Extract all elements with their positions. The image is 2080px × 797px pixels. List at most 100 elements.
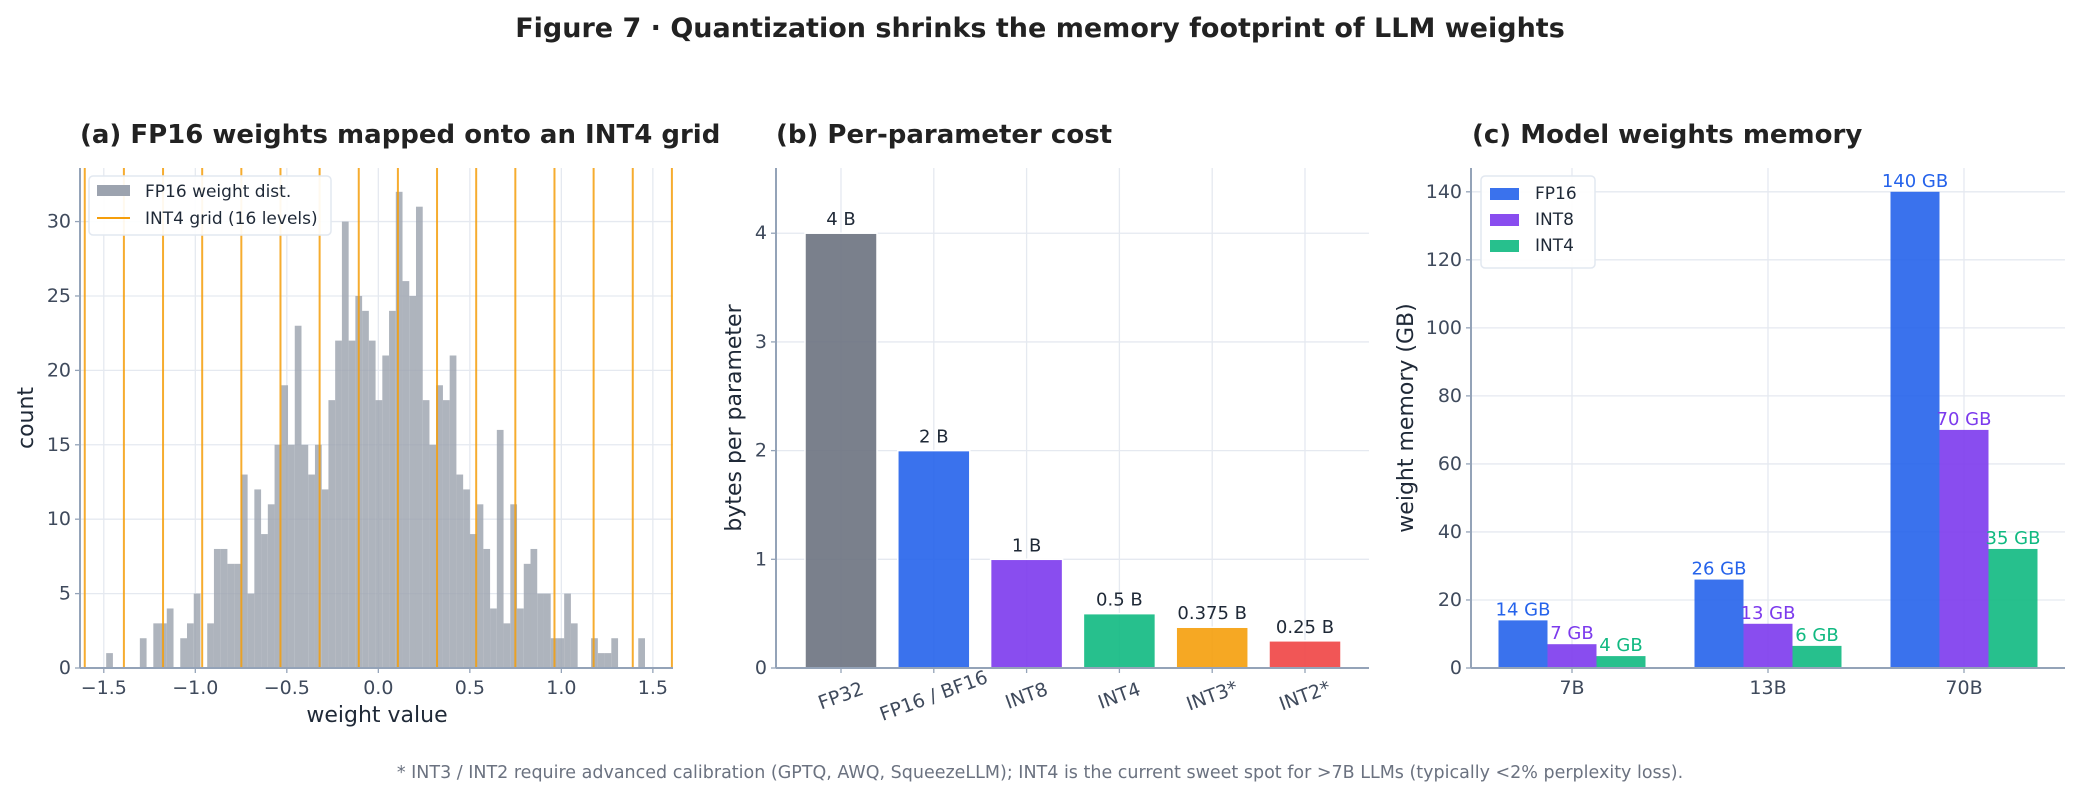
panel-a-legend: FP16 weight dist. INT4 grid (16 levels)	[88, 175, 332, 236]
panel-c-ytick-label: 140	[1426, 181, 1462, 203]
histogram-bar	[193, 593, 201, 668]
panel-a-xtick-label: 1.5	[638, 677, 668, 699]
panel-a-xtick-label: 0.5	[455, 677, 485, 699]
bar-value-label: 0.25 B	[1276, 617, 1334, 638]
histogram-bar	[362, 310, 369, 668]
histogram-bar	[389, 310, 396, 668]
panel-c-ytick-label: 60	[1438, 453, 1462, 475]
histogram-bar	[483, 548, 491, 668]
legend-swatch-int4	[1490, 240, 1519, 252]
histogram-bar	[429, 444, 437, 668]
histogram-bar	[234, 563, 241, 668]
bar-value-label: 4 B	[826, 209, 856, 230]
panel-c-xtick-label: 7B	[1559, 677, 1584, 699]
panel-a-xtick-label: 0.0	[363, 677, 393, 699]
histogram-bar	[207, 623, 214, 668]
legend-swatch-hist	[97, 185, 130, 196]
bar-value-label: 26 GB	[1692, 559, 1747, 580]
bar-value-label: 2 B	[919, 427, 949, 448]
panel-a-xtick-label: −1.0	[172, 677, 218, 699]
histogram-bar	[308, 474, 315, 668]
histogram-bar	[294, 325, 302, 668]
histogram-bar	[314, 444, 322, 668]
legend-label: INT4 grid (16 levels)	[145, 209, 318, 229]
histogram-bar	[469, 534, 477, 668]
histogram-bar	[321, 489, 329, 668]
bar-value-label: 7 GB	[1550, 623, 1593, 644]
panel-b-xtick-label: INT8	[1002, 678, 1050, 714]
bar-value-label: 0.5 B	[1096, 590, 1143, 611]
footnote: * INT3 / INT2 require advanced calibrati…	[397, 763, 1683, 783]
bar-value-label: 35 GB	[1986, 528, 2041, 549]
legend-swatch-int8	[1490, 214, 1519, 226]
legend-box	[88, 175, 332, 236]
bar-int4-13b	[1792, 645, 1842, 668]
histogram-bar	[180, 638, 187, 668]
histogram-bar	[213, 548, 221, 668]
histogram-bar	[564, 593, 571, 668]
panel-b-ytick-label: 2	[755, 440, 767, 462]
bar-int4	[1082, 612, 1157, 669]
bar-int8	[989, 558, 1064, 669]
panel-b-ylabel: bytes per parameter	[722, 303, 747, 531]
histogram-bar	[348, 340, 356, 668]
panel-c-xtick-label: 70B	[1945, 677, 1982, 699]
histogram-bar	[267, 504, 275, 668]
histogram-bar	[449, 355, 457, 668]
histogram-bar	[288, 444, 295, 668]
panel-b-xtick-label: INT4	[1095, 678, 1143, 714]
histogram-bar	[510, 504, 518, 668]
histogram-bar	[523, 563, 531, 668]
legend-label: INT4	[1535, 236, 1574, 256]
panel-c-ytick-label: 100	[1426, 317, 1462, 339]
bar-value-label: 140 GB	[1882, 171, 1948, 192]
panel-b-xtick-label: FP32	[815, 678, 866, 715]
bar-value-label: 6 GB	[1795, 625, 1838, 646]
panel-c-title: (c) Model weights memory	[1472, 120, 1862, 150]
bar-value-label: 13 GB	[1741, 603, 1796, 624]
histogram-bar	[463, 489, 470, 668]
histogram-bar	[395, 191, 403, 669]
panel-a-ytick-label: 25	[47, 285, 71, 307]
panel-a-xtick-label: 1.0	[546, 677, 576, 699]
bar-value-label: 14 GB	[1496, 599, 1551, 620]
bar-int4-70b	[1988, 548, 2038, 668]
panel-c-xtick-label: 13B	[1749, 677, 1786, 699]
histogram-bar	[557, 638, 565, 668]
histogram-bar	[153, 623, 161, 668]
histogram-bar	[240, 474, 248, 668]
bar-fp16-70b	[1890, 191, 1940, 669]
histogram-bar	[436, 385, 443, 668]
panel-a-ytick-label: 15	[47, 434, 71, 456]
panel-b-bar-chart: 0 1 2 3 4 4 B 2 B 1 B 0.5 B 0.375 B 0.25 B FP32 FP16…	[755, 168, 1369, 726]
histogram-bar	[409, 295, 416, 668]
histogram-bar	[415, 206, 423, 668]
histogram-bar	[186, 623, 194, 668]
panel-a-ytick-label: 20	[47, 359, 71, 381]
histogram-bar	[368, 340, 376, 668]
bar-int8-13b	[1743, 623, 1793, 668]
legend-label: FP16	[1535, 184, 1577, 204]
histogram-bar	[604, 653, 612, 668]
bar-fp16-7b	[1498, 620, 1548, 668]
histogram-bar	[341, 221, 349, 669]
panel-c-legend: FP16 INT8 INT4	[1480, 175, 1596, 269]
histogram-bar	[476, 504, 484, 668]
histogram-bar	[335, 340, 342, 668]
panel-a-ytick-label: 5	[59, 583, 71, 605]
panel-a-ytick-label: 0	[59, 657, 71, 679]
histogram-bar	[254, 489, 262, 668]
bar-fp16-bf16	[897, 449, 971, 669]
panel-a-title: (a) FP16 weights mapped onto an INT4 gri…	[80, 120, 720, 150]
bar-value-label: 70 GB	[1937, 409, 1992, 430]
bar-value-label: 1 B	[1012, 535, 1042, 556]
histogram-bar	[375, 400, 383, 668]
bar-int4-7b	[1596, 656, 1646, 668]
histogram-bar	[442, 400, 450, 668]
panel-c-ytick-label: 40	[1438, 521, 1462, 543]
bar-int8-70b	[1939, 429, 1989, 668]
panel-b-ytick-label: 0	[755, 657, 767, 679]
histogram-bar	[638, 638, 645, 668]
histogram-bar	[402, 281, 410, 668]
